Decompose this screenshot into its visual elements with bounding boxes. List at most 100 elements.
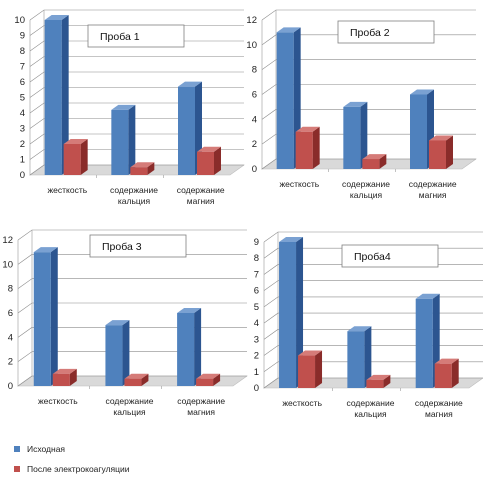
y-tick-label: 4: [8, 332, 13, 343]
bar-source-top: [111, 104, 136, 110]
y-tick-label: 0: [20, 170, 25, 181]
y-tick-label: 2: [20, 139, 25, 150]
y-tick-label: 9: [20, 31, 25, 42]
bar-after-side: [446, 135, 453, 169]
x-tick-label: магния: [425, 409, 453, 419]
bar-after: [434, 363, 452, 388]
chart-title-box: [337, 20, 435, 44]
bar-after: [197, 151, 214, 175]
y-tick-label: 7: [20, 62, 25, 73]
bar-after-side: [315, 350, 323, 388]
x-tick-label: жесткость: [47, 185, 87, 195]
bar-after-top: [196, 373, 221, 379]
y-tick-label: 4: [254, 318, 259, 329]
bar-after: [362, 159, 380, 169]
y-tick-label: 3: [20, 124, 25, 135]
bar-after-side: [141, 373, 149, 386]
bar-after-side: [213, 373, 221, 386]
gridline: [261, 9, 476, 21]
bar-after-side: [80, 139, 88, 175]
chart-title: Проба 2: [350, 27, 390, 39]
y-tick-label: 4: [252, 114, 257, 125]
chart-title-box: [89, 234, 187, 258]
y-tick-label: 9: [254, 237, 259, 248]
y-tick-label: 10: [246, 40, 257, 51]
x-tick-label: жесткость: [38, 396, 78, 406]
bar-after: [295, 131, 313, 169]
bar-after-side: [379, 154, 387, 169]
bar-after: [130, 167, 148, 175]
bar-source: [276, 32, 294, 169]
bar-source-side: [50, 247, 58, 386]
bar-source: [177, 313, 195, 386]
bar-after-top: [52, 368, 77, 374]
x-tick-label: содержание: [415, 398, 463, 408]
x-tick-label: кальция: [118, 196, 151, 206]
x-tick-label: содержание: [177, 185, 225, 195]
bar-after-top: [434, 358, 459, 364]
y-axis: [17, 230, 33, 387]
y-axis: [261, 10, 277, 170]
y-tick-label: 5: [20, 93, 25, 104]
bar-source-top: [410, 89, 434, 95]
chart-title: Проба4: [354, 251, 391, 263]
bar-source: [279, 242, 297, 388]
y-tick-label: 6: [254, 286, 259, 297]
bar-source: [343, 106, 361, 169]
bar-source-top: [276, 27, 301, 33]
bar-after-top: [429, 135, 453, 141]
x-tick-label: кальция: [350, 190, 383, 200]
y-tick-label: 6: [8, 308, 13, 319]
y-tick-label: 0: [252, 164, 257, 175]
y-tick-label: 1: [20, 155, 25, 166]
bar-source-side: [194, 308, 202, 386]
y-tick-label: 8: [252, 65, 257, 76]
legend-label-source: Исходная: [27, 444, 66, 454]
y-tick-label: 3: [254, 334, 259, 345]
legend-swatch-source: [14, 446, 20, 452]
bar-after-side: [383, 374, 391, 388]
y-axis: [29, 10, 45, 176]
bar-after-top: [130, 162, 155, 168]
x-tick-label: содержание: [110, 185, 158, 195]
bar-after: [196, 378, 214, 386]
y-tick-label: 10: [2, 259, 13, 270]
y-tick-label: 8: [20, 46, 25, 57]
legend-swatch-after: [14, 466, 20, 472]
legend-item-after: После электрокоагуляции: [14, 464, 130, 474]
bar-after-side: [69, 368, 77, 386]
bar-after: [366, 379, 384, 388]
bar-after-side: [147, 162, 155, 175]
bar-source-top: [105, 320, 130, 326]
x-tick-label: кальция: [354, 409, 387, 419]
bar-source-top: [343, 101, 368, 107]
y-tick-label: 12: [2, 235, 13, 246]
y-tick-label: 2: [254, 351, 259, 362]
y-tick-label: 4: [20, 108, 25, 119]
y-tick-label: 6: [20, 77, 25, 88]
bar-source-side: [122, 320, 130, 386]
x-tick-label: содержание: [347, 398, 395, 408]
bar-after-top: [298, 350, 323, 356]
bar-source: [347, 331, 365, 388]
y-tick-label: 6: [252, 90, 257, 101]
bar-source-top: [177, 308, 202, 313]
chart-title-box: [341, 244, 439, 268]
chart-title-box: [87, 24, 185, 48]
y-tick-label: 7: [254, 269, 259, 280]
x-tick-label: содержание: [409, 179, 457, 189]
y-tick-label: 2: [252, 139, 257, 150]
bar-source: [178, 86, 195, 175]
bar-source: [33, 252, 51, 386]
bar-source-top: [415, 293, 440, 299]
bar-source-side: [296, 237, 304, 388]
bar-after: [298, 355, 316, 388]
y-tick-label: 8: [8, 284, 13, 295]
legend-label-after: После электрокоагуляции: [27, 464, 130, 474]
x-tick-label: жесткость: [279, 179, 319, 189]
bar-source-top: [347, 326, 372, 332]
